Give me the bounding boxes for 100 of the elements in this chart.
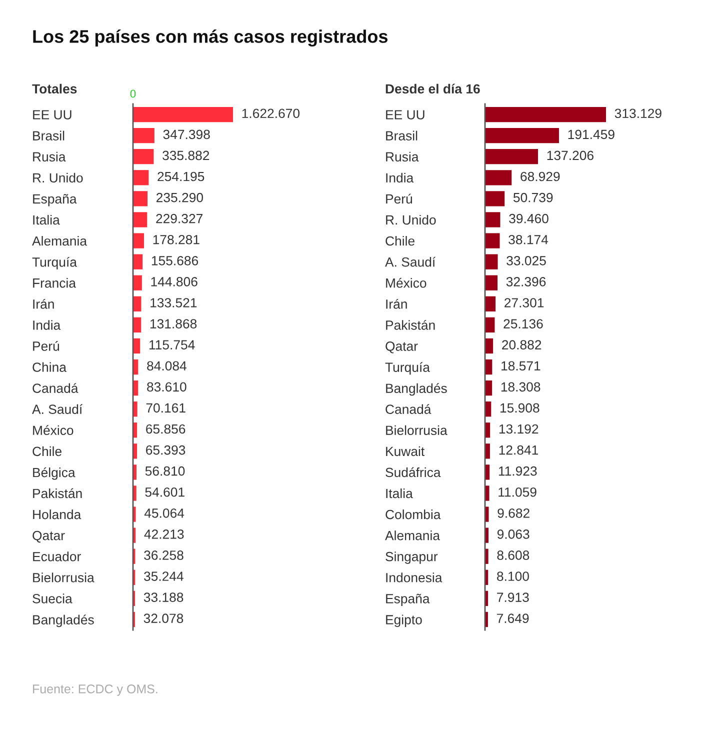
data-label: 33.025 bbox=[506, 256, 546, 266]
y-tick-label: México bbox=[33, 425, 74, 436]
y-tick-label: Perú bbox=[386, 194, 412, 204]
bar bbox=[485, 149, 538, 164]
data-label: 347.398 bbox=[163, 130, 210, 140]
data-label: 39.460 bbox=[509, 214, 548, 224]
data-label: 68.929 bbox=[520, 172, 560, 182]
y-tick-label: Rusia bbox=[33, 152, 66, 162]
y-tick-label: Italia bbox=[386, 488, 413, 498]
y-tick-label: Rusia bbox=[386, 152, 419, 162]
y-tick-label: España bbox=[33, 194, 77, 206]
bar bbox=[485, 275, 498, 290]
y-tick-label: China bbox=[32, 362, 66, 372]
y-tick-label: Qatar bbox=[32, 530, 65, 543]
data-label: 38.174 bbox=[508, 234, 548, 244]
data-label: 9.682 bbox=[498, 508, 530, 518]
data-label: 54.601 bbox=[145, 487, 184, 497]
bar bbox=[133, 486, 136, 501]
y-tick-label: Irán bbox=[386, 298, 407, 309]
y-tick-label: Ecuador bbox=[33, 552, 81, 562]
y-tick-label: Italia bbox=[33, 214, 60, 225]
bar bbox=[133, 128, 154, 144]
bar bbox=[485, 359, 492, 375]
data-label: 65.393 bbox=[146, 445, 186, 455]
y-tick-label: Indonesia bbox=[386, 572, 442, 582]
y-tick-label: Bielorrusia bbox=[386, 425, 448, 436]
data-label: 25.136 bbox=[504, 319, 543, 328]
data-label: 115.754 bbox=[149, 340, 195, 350]
bar bbox=[133, 296, 142, 312]
bar bbox=[485, 191, 505, 206]
data-label: 8.100 bbox=[497, 572, 529, 581]
y-tick-label: A. Saudí bbox=[385, 256, 436, 267]
y-tick-label: Bangladés bbox=[33, 614, 94, 628]
bar bbox=[485, 212, 500, 228]
y-tick-label: A. Saudí bbox=[32, 404, 83, 414]
data-label: 133.521 bbox=[150, 298, 197, 308]
data-label: 20.882 bbox=[502, 340, 542, 350]
y-tick-label: Suecia bbox=[32, 594, 72, 604]
data-label: 18.571 bbox=[502, 361, 540, 371]
y-tick-label: Turquía bbox=[385, 362, 430, 375]
bar bbox=[485, 317, 495, 332]
y-tick-label: Colombia bbox=[386, 510, 441, 520]
bar bbox=[133, 317, 142, 332]
y-tick-label: Brasil bbox=[386, 130, 418, 140]
y-tick-label: Qatar bbox=[386, 342, 418, 354]
bar bbox=[485, 338, 494, 354]
data-label: 7.649 bbox=[496, 614, 529, 624]
data-label: 32.078 bbox=[144, 614, 184, 624]
bar bbox=[133, 149, 154, 164]
bar bbox=[485, 233, 500, 248]
data-label: 155.686 bbox=[152, 256, 198, 266]
data-label: 229.327 bbox=[156, 214, 202, 224]
y-tick-label: Sudáfrica bbox=[386, 467, 441, 478]
bar bbox=[133, 212, 148, 228]
bar bbox=[485, 170, 512, 186]
y-tick-label: India bbox=[33, 320, 61, 330]
y-tick-label: España bbox=[386, 594, 430, 606]
bar bbox=[133, 338, 140, 354]
bar bbox=[133, 233, 144, 248]
y-tick-label: Pakistán bbox=[33, 488, 82, 498]
data-label: 35.244 bbox=[144, 572, 184, 581]
bar bbox=[485, 296, 496, 312]
bar bbox=[485, 380, 492, 396]
data-label: 56.810 bbox=[145, 466, 185, 476]
chart-title: Desde el día 16 bbox=[386, 84, 480, 94]
data-label: 11.059 bbox=[498, 487, 536, 497]
bar bbox=[485, 486, 490, 501]
text: 0 bbox=[130, 90, 136, 98]
y-tick-label: Alemania bbox=[32, 236, 88, 246]
bar bbox=[485, 128, 559, 144]
y-tick-label: Francia bbox=[33, 278, 76, 288]
y-tick-label: México bbox=[386, 278, 426, 288]
data-label: 18.308 bbox=[501, 382, 540, 392]
data-label: 12.841 bbox=[499, 445, 538, 455]
data-label: 313.129 bbox=[614, 108, 662, 118]
y-tick-label: R. Unido bbox=[33, 172, 83, 183]
bar bbox=[133, 506, 136, 522]
data-label: 50.739 bbox=[513, 192, 553, 202]
y-tick-label: Turquía bbox=[32, 256, 77, 270]
data-label: 45.064 bbox=[144, 508, 184, 518]
data-label: 33.188 bbox=[144, 592, 184, 602]
y-tick-label: Chile bbox=[386, 236, 414, 246]
source-note: Fuente: ECDC y OMS. bbox=[33, 684, 158, 696]
y-tick-label: India bbox=[386, 172, 414, 183]
data-label: 137.206 bbox=[547, 150, 594, 160]
data-label: 254.195 bbox=[158, 172, 204, 182]
y-tick-label: Irán bbox=[33, 298, 54, 309]
data-label: 144.806 bbox=[151, 277, 198, 286]
data-label: 32.396 bbox=[506, 277, 546, 286]
y-tick-label: EE UU bbox=[386, 110, 424, 120]
data-label: 11.923 bbox=[498, 466, 537, 476]
y-tick-label: Bélgica bbox=[33, 467, 76, 480]
data-label: 191.459 bbox=[568, 130, 614, 140]
bar bbox=[133, 106, 233, 122]
data-label: 235.290 bbox=[156, 192, 204, 202]
data-label: 8.608 bbox=[497, 550, 530, 560]
y-tick-label: EE UU bbox=[33, 110, 72, 120]
y-tick-label: Canadá bbox=[386, 404, 432, 414]
y-tick-label: Perú bbox=[33, 341, 60, 351]
data-label: 9.063 bbox=[497, 530, 530, 539]
